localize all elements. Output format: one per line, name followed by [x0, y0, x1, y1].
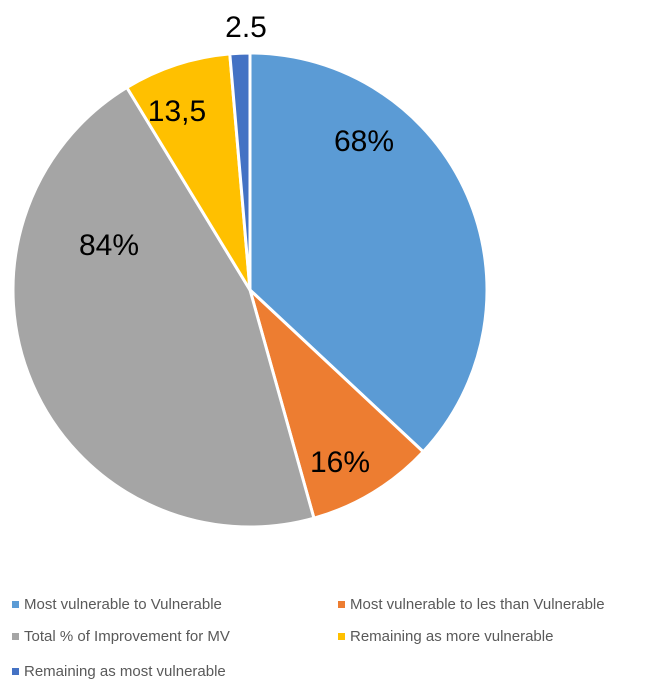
pie-slice-1 — [248, 51, 489, 454]
legend-swatch-5 — [12, 668, 19, 675]
pie-slice-4 — [125, 52, 252, 292]
legend-item-2: Most vulnerable to les than Vulnerable — [338, 596, 605, 613]
pie-slices — [11, 51, 489, 529]
slice-label-1: 68% — [334, 125, 394, 158]
legend: Most vulnerable to Vulnerable Most vulner… — [12, 596, 605, 680]
legend-label-2: Most vulnerable to les than Vulnerable — [350, 596, 605, 613]
legend-label-1: Most vulnerable to Vulnerable — [24, 596, 222, 613]
legend-label-3: Total % of Improvement for MV — [24, 628, 230, 645]
legend-swatch-1 — [12, 601, 19, 608]
legend-item-5: Remaining as most vulnerable — [12, 663, 226, 680]
pie-slice-3 — [11, 86, 316, 529]
legend-swatch-3 — [12, 633, 19, 640]
slice-label-2: 16% — [310, 446, 370, 479]
slice-label-3: 84% — [79, 229, 139, 262]
legend-label-5: Remaining as most vulnerable — [24, 663, 226, 680]
pie-slice-5 — [228, 51, 252, 292]
legend-item-1: Most vulnerable to Vulnerable — [12, 596, 222, 613]
pie-slice-2 — [248, 288, 425, 520]
slice-label-5: 2.5 — [225, 11, 267, 44]
legend-label-4: Remaining as more vulnerable — [350, 628, 553, 645]
legend-item-4: Remaining as more vulnerable — [338, 628, 553, 645]
slice-labels: 68% 16% 84% 13,5 2.5 — [79, 11, 394, 479]
legend-swatch-2 — [338, 601, 345, 608]
legend-swatch-4 — [338, 633, 345, 640]
legend-item-3: Total % of Improvement for MV — [12, 628, 230, 645]
slice-label-4: 13,5 — [148, 95, 206, 128]
